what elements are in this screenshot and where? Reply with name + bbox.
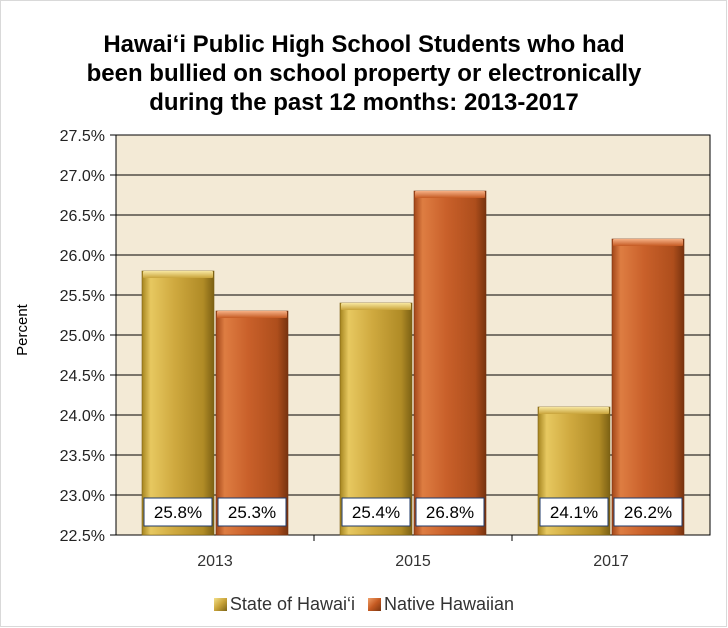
bar-top-bevel	[143, 271, 213, 278]
y-tick-label: 23.0%	[60, 488, 105, 505]
y-tick-label: 25.5%	[60, 288, 105, 305]
x-tick-label: 2013	[197, 553, 233, 570]
chart-title-line-3: during the past 12 months: 2013-2017	[149, 89, 579, 116]
bar	[141, 270, 215, 536]
y-tick-label: 24.5%	[60, 368, 105, 385]
bar	[413, 190, 487, 536]
chart-title: Hawai‘i Public High School Students who …	[0, 30, 728, 117]
data-label: 26.2%	[624, 503, 672, 522]
bar-top-bevel	[539, 407, 609, 414]
y-tick-label: 24.0%	[60, 408, 105, 425]
chart-title-line-1: Hawai‘i Public High School Students who …	[103, 31, 625, 58]
data-label: 24.1%	[550, 503, 598, 522]
bar	[339, 302, 413, 536]
legend-label-state: State of Hawai‘i	[229, 594, 355, 614]
legend-swatch-native	[368, 598, 381, 611]
bar-top-bevel	[217, 311, 287, 318]
legend-item-state: State of Hawai‘i	[213, 594, 355, 615]
y-axis-label: Percent	[14, 303, 31, 356]
y-tick-label: 25.0%	[60, 328, 105, 345]
y-tick-label: 26.0%	[60, 248, 105, 265]
y-tick-label: 27.0%	[60, 168, 105, 185]
legend-label-native: Native Hawaiian	[384, 594, 515, 614]
x-tick-label: 2015	[395, 553, 431, 570]
bar-top-bevel	[613, 239, 683, 246]
data-label: 25.8%	[154, 503, 202, 522]
y-tick-label: 23.5%	[60, 448, 105, 465]
y-tick-label: 26.5%	[60, 208, 105, 225]
data-label: 25.4%	[352, 503, 400, 522]
chart-title-line-2: been bullied on school property or elect…	[86, 60, 642, 87]
y-tick-label: 27.5%	[60, 128, 105, 145]
data-label-box	[613, 497, 683, 527]
data-label-box	[415, 497, 485, 527]
data-label: 25.3%	[228, 503, 276, 522]
bar	[611, 238, 685, 536]
legend: State of Hawai‘i Native Hawaiian	[0, 594, 728, 616]
data-label-box	[539, 497, 609, 527]
data-label-box	[217, 497, 287, 527]
data-label: 26.8%	[426, 503, 474, 522]
y-tick-label: 22.5%	[60, 528, 105, 545]
bar-top-bevel	[415, 191, 485, 198]
data-label-box	[341, 497, 411, 527]
bar-top-bevel	[341, 303, 411, 310]
x-tick-label: 2017	[593, 553, 629, 570]
data-label-box	[143, 497, 213, 527]
legend-item-native: Native Hawaiian	[368, 594, 514, 615]
legend-swatch-state	[213, 598, 227, 611]
